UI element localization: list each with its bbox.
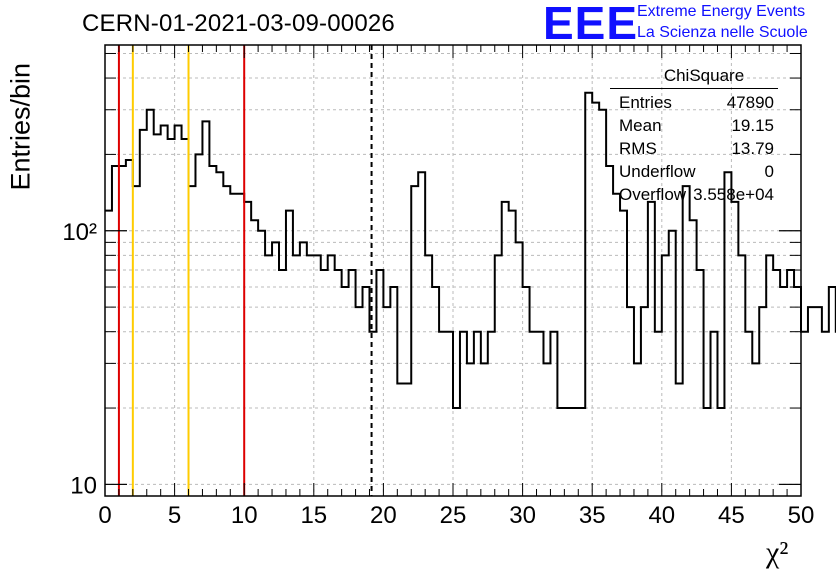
x-tick-label: 20	[370, 502, 397, 529]
stats-value: 13.79	[731, 139, 774, 158]
stats-value: 19.15	[731, 116, 774, 135]
x-tick-label: 5	[168, 502, 181, 529]
x-axis-label: χ²	[766, 536, 789, 569]
x-tick-label: 35	[579, 502, 606, 529]
x-tick-label: 25	[440, 502, 467, 529]
logo-line-2: La Scienza nelle Scuole	[637, 24, 808, 41]
stats-box: ChiSquare Entries 47890 Mean 19.15 RMS 1…	[610, 66, 780, 204]
x-tick-label: 50	[788, 502, 815, 529]
stats-row-mean: Mean 19.15	[619, 116, 778, 139]
x-tick-label: 10	[231, 502, 258, 529]
stats-value: 47890	[726, 93, 774, 112]
x-tick-label: 15	[300, 502, 327, 529]
stats-label: RMS	[619, 139, 657, 158]
stats-row-overflow: Overflow 3.558e+04	[619, 185, 778, 208]
stats-name: ChiSquare	[663, 66, 745, 85]
stats-value: 3.558e+04	[693, 185, 774, 204]
stats-row-rms: RMS 13.79	[619, 139, 778, 162]
y-axis-label: Entries/bin	[5, 62, 36, 191]
y-tick-label: 10	[70, 472, 97, 499]
stats-label: Overflow	[619, 185, 687, 204]
x-tick-label: 30	[509, 502, 536, 529]
stats-label: Mean	[619, 116, 662, 135]
y-axis-label-box: Entries/bin	[5, 62, 36, 191]
stats-row-entries: Entries 47890	[619, 93, 778, 116]
stats-divider	[610, 88, 778, 89]
stats-label: Entries	[619, 93, 672, 112]
chart-title: CERN-01-2021-03-09-00026	[82, 10, 395, 37]
x-tick-label: 40	[648, 502, 675, 529]
stats-label: Underflow	[619, 162, 696, 181]
stats-row-underflow: Underflow 0	[619, 162, 778, 185]
stats-value: 0	[764, 162, 774, 181]
y-tick-label: 10²	[62, 219, 97, 246]
logo-line-1: Extreme Energy Events	[637, 3, 806, 20]
x-tick-label: 0	[98, 502, 111, 529]
x-tick-label: 45	[718, 502, 745, 529]
histogram-series	[105, 91, 836, 410]
eee-logo: EEE	[543, 0, 639, 49]
